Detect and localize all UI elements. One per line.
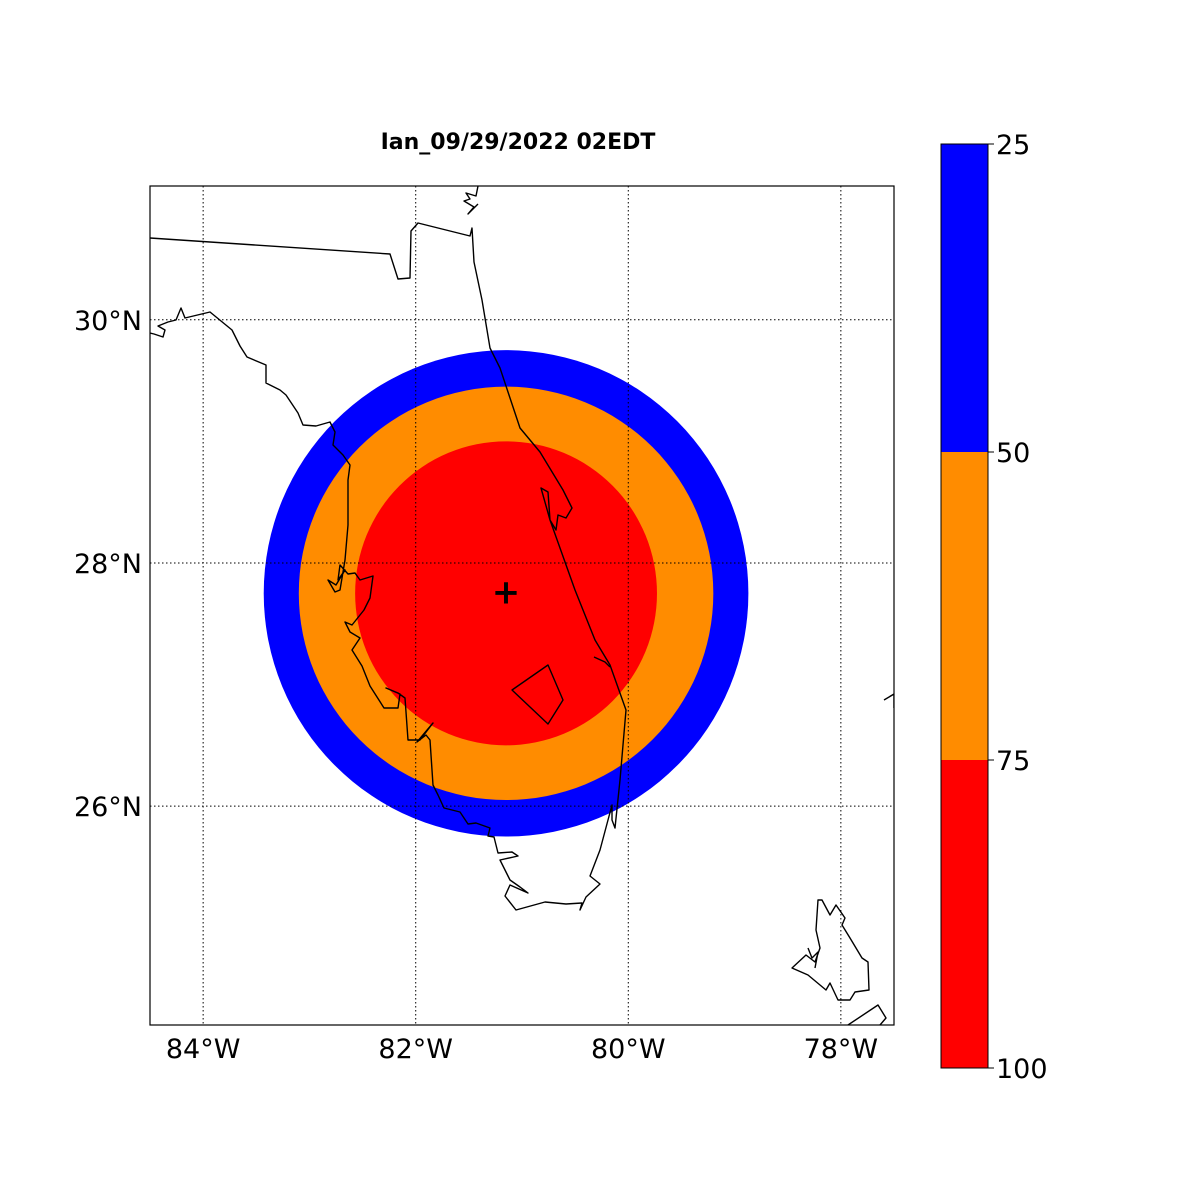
lat-tick-label: 28°N [74, 549, 142, 580]
lon-tick-label: 80°W [591, 1034, 666, 1065]
lon-tick-label: 84°W [166, 1034, 241, 1065]
colorbar-band [941, 144, 988, 452]
colorbar-band [941, 760, 988, 1068]
colorbar-frame [940, 143, 989, 1069]
lat-tick-label: 26°N [74, 792, 142, 823]
coastline [150, 186, 894, 1025]
map-title: Ian_09/29/2022 02EDT [381, 130, 656, 155]
colorbar-tick-label: 25 [996, 130, 1030, 161]
colorbar-tick-label: 50 [996, 438, 1030, 469]
axis-labels: 84°W 82°W 80°W 78°W 26°N 28°N 30°N [74, 306, 878, 1065]
gridlines [150, 186, 894, 1025]
center-plus-marker: + [492, 572, 521, 612]
probability-ring-75-100 [355, 441, 657, 746]
colorbar-band [941, 452, 988, 760]
lon-tick-label: 78°W [804, 1034, 879, 1065]
storm-center-marker: + [492, 572, 521, 612]
map-area: + [150, 186, 894, 1025]
colorbar: 25 50 75 100 [940, 130, 1048, 1085]
colorbar-tick-label: 75 [996, 746, 1030, 777]
colorbar-tick-label: 100 [996, 1054, 1048, 1085]
lon-tick-label: 82°W [378, 1034, 453, 1065]
lat-tick-label: 30°N [74, 306, 142, 337]
map-frame [149, 185, 895, 1026]
